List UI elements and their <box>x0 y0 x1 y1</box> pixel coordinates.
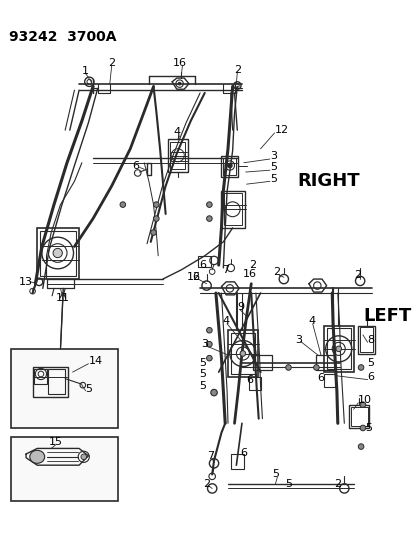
Bar <box>223 158 236 175</box>
Circle shape <box>153 216 159 221</box>
Text: 2: 2 <box>333 479 341 489</box>
Text: 6: 6 <box>132 160 139 171</box>
Text: 12: 12 <box>274 125 288 135</box>
Bar <box>48 369 65 393</box>
Bar <box>40 231 76 276</box>
Text: 6: 6 <box>317 373 324 383</box>
Text: 7: 7 <box>206 451 214 461</box>
Text: 6: 6 <box>367 372 374 382</box>
Text: 3: 3 <box>295 335 302 344</box>
Text: 5: 5 <box>367 358 374 368</box>
Bar <box>224 193 241 225</box>
Bar <box>198 256 211 267</box>
Text: 2: 2 <box>272 266 279 277</box>
Bar <box>11 349 118 428</box>
Circle shape <box>240 351 245 356</box>
Circle shape <box>178 82 180 85</box>
Bar <box>326 328 350 369</box>
Text: 6: 6 <box>245 375 252 385</box>
Bar <box>252 356 271 370</box>
Text: 5: 5 <box>271 470 278 480</box>
Bar <box>167 140 188 172</box>
Text: 4: 4 <box>222 316 229 326</box>
Text: 2: 2 <box>233 64 240 75</box>
Circle shape <box>53 248 62 257</box>
Circle shape <box>359 402 365 408</box>
Circle shape <box>81 454 86 459</box>
Circle shape <box>150 230 156 236</box>
Bar <box>37 228 79 279</box>
Bar <box>359 327 372 352</box>
Bar <box>228 330 257 377</box>
Text: 2: 2 <box>191 272 199 282</box>
Circle shape <box>285 365 291 370</box>
Circle shape <box>206 327 211 333</box>
Bar <box>249 377 260 390</box>
Text: 14: 14 <box>88 356 102 366</box>
Bar <box>357 326 374 353</box>
Bar <box>33 367 68 397</box>
Text: 3: 3 <box>201 339 208 349</box>
Text: 5: 5 <box>364 423 371 433</box>
Circle shape <box>227 163 232 168</box>
Circle shape <box>120 202 125 207</box>
Bar <box>221 191 244 228</box>
Text: 16: 16 <box>186 272 200 282</box>
Text: 5: 5 <box>284 479 291 489</box>
Bar <box>221 156 237 177</box>
Bar <box>170 142 185 169</box>
Text: 2: 2 <box>202 479 210 489</box>
Circle shape <box>357 444 363 449</box>
Text: LEFT: LEFT <box>362 308 410 325</box>
Text: 16: 16 <box>242 269 256 279</box>
Circle shape <box>206 202 211 207</box>
Bar <box>230 333 254 374</box>
Text: 5: 5 <box>269 163 276 172</box>
Text: 2: 2 <box>108 58 115 68</box>
Bar <box>230 454 243 469</box>
Bar <box>323 374 334 387</box>
Circle shape <box>359 425 365 431</box>
Text: 9: 9 <box>237 302 244 312</box>
Circle shape <box>357 365 363 370</box>
Bar <box>11 437 118 500</box>
Circle shape <box>313 365 318 370</box>
Bar <box>350 408 367 426</box>
Text: 2: 2 <box>353 270 360 280</box>
Text: 5: 5 <box>199 369 206 379</box>
Circle shape <box>206 216 211 221</box>
Text: 5: 5 <box>85 384 93 394</box>
Circle shape <box>335 346 341 352</box>
Bar <box>348 405 368 428</box>
Text: 5: 5 <box>199 358 206 368</box>
Bar <box>34 369 47 384</box>
Bar <box>316 356 334 370</box>
Text: 6: 6 <box>199 260 206 270</box>
Text: 8: 8 <box>367 335 374 344</box>
Text: 2: 2 <box>249 260 256 270</box>
Text: 5: 5 <box>199 381 206 391</box>
Text: 4: 4 <box>307 316 315 326</box>
Text: 93242  3700A: 93242 3700A <box>9 30 116 44</box>
Ellipse shape <box>30 450 45 463</box>
Text: 1: 1 <box>82 66 89 76</box>
Bar <box>323 326 353 372</box>
Text: 16: 16 <box>172 58 186 68</box>
Text: 6: 6 <box>240 448 247 458</box>
Circle shape <box>153 202 159 207</box>
Circle shape <box>206 342 211 347</box>
Text: 5: 5 <box>269 174 276 183</box>
Text: 10: 10 <box>357 395 371 405</box>
Text: 11: 11 <box>56 293 70 303</box>
Text: 13: 13 <box>19 277 33 287</box>
Text: 3: 3 <box>269 151 276 161</box>
Circle shape <box>206 356 211 361</box>
Text: 15: 15 <box>49 437 63 447</box>
Circle shape <box>210 389 217 396</box>
Text: 4: 4 <box>173 127 180 137</box>
Text: 7: 7 <box>221 265 228 274</box>
Text: RIGHT: RIGHT <box>297 172 360 190</box>
